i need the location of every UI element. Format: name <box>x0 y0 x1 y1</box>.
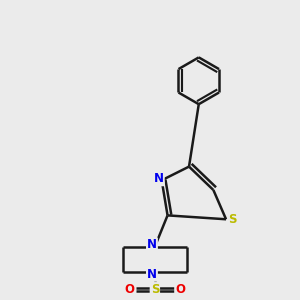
Text: O: O <box>124 283 134 296</box>
Text: S: S <box>151 283 159 296</box>
Text: N: N <box>147 268 157 281</box>
Text: S: S <box>228 213 237 226</box>
Text: O: O <box>175 283 185 296</box>
Text: N: N <box>154 172 164 185</box>
Text: N: N <box>147 238 157 251</box>
